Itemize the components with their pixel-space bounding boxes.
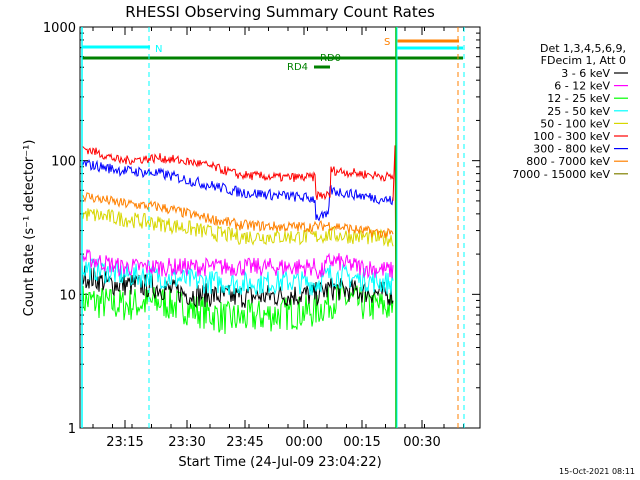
legend-entry-label: 25 - 50 keV bbox=[547, 105, 610, 118]
footer-timestamp: 15-Oct-2021 08:11 bbox=[559, 467, 635, 476]
legend: Det 1,3,4,5,6,9, FDecim 1, Att 0 3 - 6 k… bbox=[512, 42, 628, 181]
legend-header-2: FDecim 1, Att 0 bbox=[541, 54, 626, 67]
series-line-25to50keV bbox=[81, 257, 394, 296]
y-tick-label: 10 bbox=[59, 288, 76, 303]
legend-header-1: Det 1,3,4,5,6,9, bbox=[540, 42, 626, 55]
legend-entry-label: 800 - 7000 keV bbox=[526, 155, 610, 168]
rd4-label: RD4 bbox=[287, 62, 308, 73]
saa-label: S bbox=[384, 37, 390, 48]
legend-entry-label: 7000 - 15000 keV bbox=[512, 168, 610, 181]
annotations: N S RD0 RD4 bbox=[81, 27, 465, 428]
series-line-50to100keV bbox=[81, 208, 394, 247]
y-axis-title: Count Rate (s⁻¹ detector⁻¹) bbox=[22, 140, 37, 317]
legend-entry-label: 3 - 6 keV bbox=[561, 67, 610, 80]
plot-frame bbox=[79, 26, 481, 429]
y-tick-label: 1 bbox=[68, 422, 76, 437]
night-label: N bbox=[155, 44, 162, 55]
series-line-100to300keV bbox=[82, 146, 394, 201]
x-tick-label: 23:30 bbox=[168, 435, 205, 450]
legend-entry-label: 50 - 100 keV bbox=[540, 117, 610, 130]
x-tick-label: 00:30 bbox=[403, 435, 440, 450]
chart-title: RHESSI Observing Summary Count Rates bbox=[125, 3, 435, 21]
series-line-800to7000keV bbox=[81, 192, 394, 239]
y-tick-label: 100 bbox=[51, 155, 76, 170]
x-tick-label: 23:45 bbox=[226, 435, 263, 450]
x-axis-title: Start Time (24-Jul-09 23:04:22) bbox=[178, 455, 381, 470]
y-tick-label: 1000 bbox=[43, 21, 76, 36]
rd0-label: RD0 bbox=[320, 53, 341, 64]
series-line-300to800keV bbox=[81, 159, 394, 222]
x-tick-label: 23:15 bbox=[106, 435, 143, 450]
x-tick-label: 00:15 bbox=[343, 435, 380, 450]
series-line-6to12keV bbox=[81, 249, 394, 280]
legend-entry-label: 100 - 300 keV bbox=[533, 130, 610, 143]
legend-entry-label: 6 - 12 keV bbox=[554, 80, 610, 93]
legend-entry-label: 12 - 25 keV bbox=[547, 92, 610, 105]
legend-entry-label: 300 - 800 keV bbox=[533, 143, 610, 156]
series-layer bbox=[81, 145, 397, 428]
x-tick-label: 00:00 bbox=[285, 435, 322, 450]
